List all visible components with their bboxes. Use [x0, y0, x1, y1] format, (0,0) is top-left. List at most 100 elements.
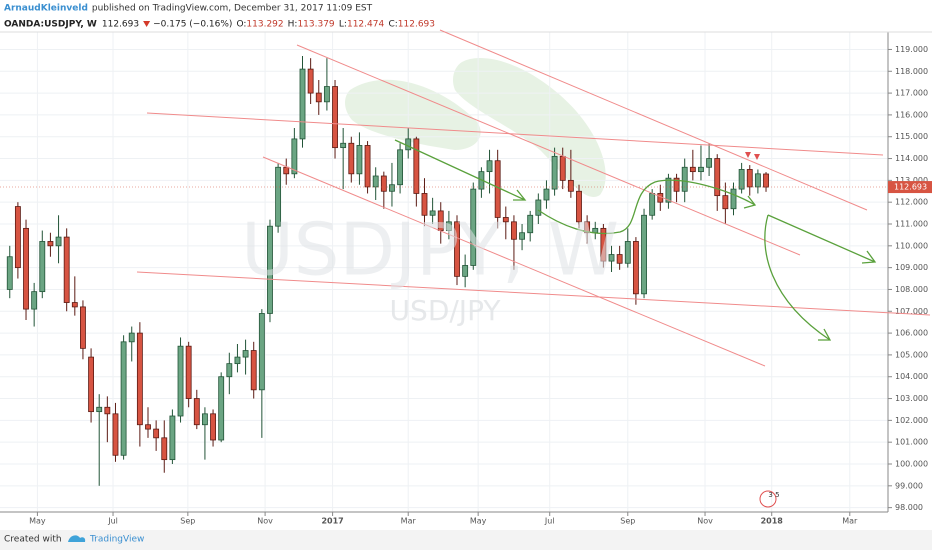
candle-body	[120, 341, 127, 456]
candle-body	[689, 166, 696, 173]
candle-body	[389, 184, 395, 192]
candle-body	[23, 227, 29, 310]
x-tick-label: Sep	[180, 517, 195, 526]
ohlc-value: 112.474	[347, 20, 384, 30]
footer: Created with TradingView	[0, 530, 932, 550]
candle-body	[55, 236, 62, 247]
badge: 3 5	[759, 490, 780, 508]
y-tick-label: 118.000	[895, 67, 928, 76]
last-price-box	[888, 181, 932, 194]
trend-line	[146, 112, 884, 156]
candle-body	[169, 415, 176, 461]
candle-body	[323, 86, 330, 103]
y-tick-label: 117.000	[895, 89, 928, 98]
candle-body	[193, 398, 200, 426]
candle-body	[283, 166, 290, 175]
down-indicator	[143, 21, 151, 27]
y-tick-label: 100.000	[895, 460, 928, 469]
candle-body	[616, 254, 623, 264]
candle-body	[210, 413, 216, 441]
candle-body	[185, 345, 192, 399]
y-tick-label: 115.000	[895, 132, 928, 141]
candle-body	[96, 406, 103, 413]
candle-body	[397, 149, 404, 186]
y-tick-label: 98.000	[895, 503, 923, 512]
ohlc-value: 112.693	[398, 20, 435, 30]
candle-body	[632, 241, 639, 295]
candle-body	[584, 221, 591, 234]
candle-body	[234, 356, 241, 365]
badge-text[interactable]: 3 5	[768, 491, 779, 499]
trend-line	[296, 44, 801, 256]
y-tick-label: 102.000	[895, 416, 928, 425]
candle-body	[413, 138, 420, 194]
author[interactable]: ArnaudKleinveld	[4, 4, 88, 14]
candle-body	[527, 214, 534, 234]
candle-body	[372, 175, 379, 188]
ohlc-value: 113.292	[246, 20, 283, 30]
candle-body	[738, 169, 745, 190]
candle-body	[559, 155, 566, 181]
candle-body	[71, 302, 78, 308]
candle-body	[80, 306, 86, 349]
candle-body	[511, 221, 517, 240]
candle-body	[470, 188, 477, 266]
candle-body	[519, 232, 525, 240]
created-with: Created with	[4, 535, 62, 545]
x-tick-label: Nov	[257, 517, 273, 526]
candle-body	[681, 166, 688, 192]
candle-body	[202, 413, 208, 426]
change: −0.175 (−0.16%)	[153, 20, 232, 30]
candle-body	[153, 428, 160, 439]
arrow	[394, 139, 527, 201]
plot: 98.000 99.000 100.000 101.000 102.000 103.000…	[0, 31, 932, 526]
y-tick-label: 108.000	[895, 285, 928, 294]
candle-body	[348, 142, 355, 175]
last-price-label: 112.693	[894, 183, 927, 192]
published: published on TradingView.com, December 3…	[92, 4, 373, 14]
y-tick-label: 112.000	[895, 198, 928, 207]
candle-body	[421, 193, 428, 216]
y-tick-label: 110.000	[895, 241, 928, 250]
candle-body	[730, 188, 737, 210]
x-tick-label: Mar	[842, 517, 858, 526]
drawings	[136, 29, 931, 367]
x-tick-label: Jul	[544, 517, 555, 526]
candle-body	[364, 145, 371, 188]
candle-body	[486, 160, 493, 173]
x-tick-label: 2018	[761, 517, 784, 526]
candle-body	[39, 241, 46, 293]
y-tick-label: 113.000	[895, 176, 928, 185]
candle-body	[47, 241, 54, 247]
candle-body	[267, 225, 273, 314]
watermark: USDJPY, W	[241, 208, 619, 292]
x-tick-label: Mar	[401, 517, 417, 526]
x-tick-label: Nov	[697, 517, 713, 526]
x-tick-label: May	[470, 517, 487, 526]
candle-body	[88, 356, 94, 413]
candle-body	[698, 166, 704, 173]
candle-body	[722, 195, 729, 210]
candle-body	[543, 188, 550, 201]
candle-body	[136, 332, 143, 426]
x-tick-label: Sep	[620, 517, 635, 526]
candle-body	[340, 142, 347, 149]
candle-body	[429, 210, 436, 216]
candle-body	[567, 179, 574, 192]
candle-body	[608, 254, 615, 262]
candle-body	[63, 236, 70, 303]
candle-body	[299, 68, 306, 140]
y-tick-label: 107.000	[895, 307, 928, 316]
candle-body	[145, 424, 151, 430]
candle-body	[258, 313, 265, 391]
candle-body	[754, 173, 761, 188]
candle-body	[307, 68, 314, 94]
symbol: OANDA:USDJPY, W	[4, 20, 97, 30]
candle-body	[242, 350, 249, 358]
y-tick-label: 99.000	[895, 481, 923, 490]
candle-body	[161, 437, 168, 461]
candle-body	[315, 92, 322, 103]
brand[interactable]: TradingView	[89, 535, 144, 545]
candle-body	[673, 177, 680, 192]
